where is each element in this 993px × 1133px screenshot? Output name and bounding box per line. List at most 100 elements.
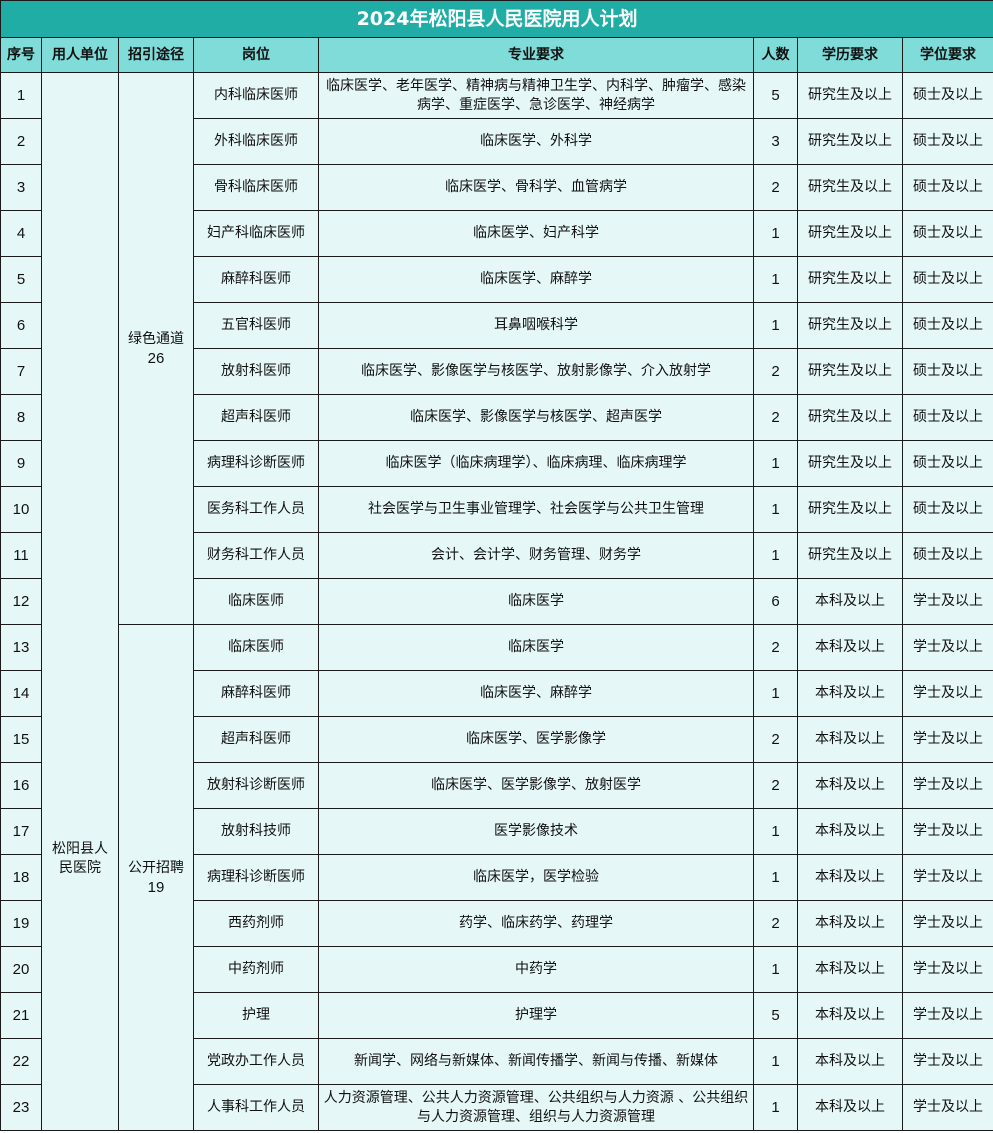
post-cell: 放射科技师 [193,808,319,855]
channel-count: 26 [147,349,165,367]
table-row: 16 放射科诊断医师 临床医学、医学影像学、放射医学 2 本科及以上 学士及以上 [0,762,993,809]
education-cell: 研究生及以上 [797,164,903,211]
row-number: 7 [0,348,42,395]
education-cell: 本科及以上 [797,578,903,625]
row-number: 23 [0,1084,42,1131]
count-cell: 1 [753,302,798,349]
row-number: 10 [0,486,42,533]
degree-cell: 硕士及以上 [901,72,993,119]
degree-cell: 硕士及以上 [901,164,993,211]
count-cell: 5 [753,72,798,119]
post-cell: 放射科医师 [193,348,319,395]
header-post: 岗位 [193,37,319,73]
degree-cell: 学士及以上 [901,1084,993,1131]
row-number: 8 [0,394,42,441]
count-cell: 2 [753,348,798,395]
header-education: 学历要求 [797,37,903,73]
table-row: 10 医务科工作人员 社会医学与卫生事业管理学、社会医学与公共卫生管理 1 研究生及以上… [0,486,993,533]
count-cell: 2 [753,164,798,211]
post-cell: 超声科医师 [193,716,319,763]
count-cell: 2 [753,900,798,947]
row-number: 2 [0,118,42,165]
major-cell: 临床医学、影像医学与核医学、放射影像学、介入放射学 [318,348,754,395]
major-cell: 会计、会计学、财务管理、财务学 [318,532,754,579]
table-row: 2 外科临床医师 临床医学、外科学 3 研究生及以上 硕士及以上 [0,118,993,165]
row-number: 17 [0,808,42,855]
count-cell: 1 [753,946,798,993]
channel-count: 19 [147,878,165,896]
education-cell: 研究生及以上 [797,72,903,119]
degree-cell: 硕士及以上 [901,394,993,441]
post-cell: 人事科工作人员 [193,1084,319,1131]
major-cell: 临床医学、外科学 [318,118,754,165]
education-cell: 研究生及以上 [797,394,903,441]
table-row: 13 公开招聘 19 临床医师 临床医学 2 本科及以上 学士及以上 [0,624,993,1131]
row-number: 22 [0,1038,42,1085]
header-count: 人数 [753,37,798,73]
major-cell: 耳鼻咽喉科学 [318,302,754,349]
major-cell: 药学、临床药学、药理学 [318,900,754,947]
post-cell: 临床医师 [193,578,319,625]
education-cell: 研究生及以上 [797,348,903,395]
channel-label: 绿色通道 [128,330,184,347]
count-cell: 1 [753,1084,798,1131]
degree-cell: 硕士及以上 [901,348,993,395]
major-cell: 新闻学、网络与新媒体、新闻传播学、新闻与传播、新媒体 [318,1038,754,1085]
education-cell: 本科及以上 [797,992,903,1039]
header-channel: 招引途径 [118,37,194,73]
post-cell: 中药剂师 [193,946,319,993]
row-number: 9 [0,440,42,487]
education-cell: 本科及以上 [797,716,903,763]
post-cell: 骨科临床医师 [193,164,319,211]
row-number: 18 [0,854,42,901]
education-cell: 研究生及以上 [797,256,903,303]
degree-cell: 学士及以上 [901,808,993,855]
major-cell: 人力资源管理、公共人力资源管理、公共组织与人力资源 、公共组织与人力资源管理、组… [318,1084,754,1131]
row-number: 20 [0,946,42,993]
table-row: 5 麻醉科医师 临床医学、麻醉学 1 研究生及以上 硕士及以上 [0,256,993,303]
degree-cell: 硕士及以上 [901,210,993,257]
education-cell: 本科及以上 [797,1084,903,1131]
count-cell: 1 [753,486,798,533]
unit-cell: 松阳县人民医院 [41,72,119,1131]
header-unit: 用人单位 [41,37,119,73]
table-row: 17 放射科技师 医学影像技术 1 本科及以上 学士及以上 [0,808,993,855]
header-major: 专业要求 [318,37,754,73]
count-cell: 1 [753,670,798,717]
degree-cell: 学士及以上 [901,624,993,671]
count-cell: 2 [753,762,798,809]
count-cell: 2 [753,394,798,441]
degree-cell: 学士及以上 [901,946,993,993]
post-cell: 内科临床医师 [193,72,319,119]
post-cell: 五官科医师 [193,302,319,349]
education-cell: 研究生及以上 [797,486,903,533]
table-row: 21 护理 护理学 5 本科及以上 学士及以上 [0,992,993,1039]
education-cell: 本科及以上 [797,670,903,717]
education-cell: 研究生及以上 [797,210,903,257]
row-number: 13 [0,624,42,671]
degree-cell: 学士及以上 [901,992,993,1039]
header-row: 序号 用人单位 招引途径 岗位 专业要求 人数 学历要求 学位要求 [0,37,993,73]
degree-cell: 硕士及以上 [901,486,993,533]
row-number: 19 [0,900,42,947]
education-cell: 本科及以上 [797,946,903,993]
count-cell: 2 [753,716,798,763]
post-cell: 西药剂师 [193,900,319,947]
education-cell: 研究生及以上 [797,440,903,487]
major-cell: 医学影像技术 [318,808,754,855]
count-cell: 5 [753,992,798,1039]
table-row: 1 松阳县人民医院 绿色通道 26 内科临床医师 临床医学、老年医学、精神病与精神卫生学、… [0,72,993,1131]
major-cell: 临床医学，医学检验 [318,854,754,901]
degree-cell: 学士及以上 [901,578,993,625]
row-number: 21 [0,992,42,1039]
post-cell: 医务科工作人员 [193,486,319,533]
major-cell: 临床医学、影像医学与核医学、超声医学 [318,394,754,441]
major-cell: 临床医学、骨科学、血管病学 [318,164,754,211]
count-cell: 1 [753,256,798,303]
header-no: 序号 [0,37,42,73]
count-cell: 1 [753,808,798,855]
post-cell: 临床医师 [193,624,319,671]
count-cell: 1 [753,532,798,579]
degree-cell: 学士及以上 [901,762,993,809]
